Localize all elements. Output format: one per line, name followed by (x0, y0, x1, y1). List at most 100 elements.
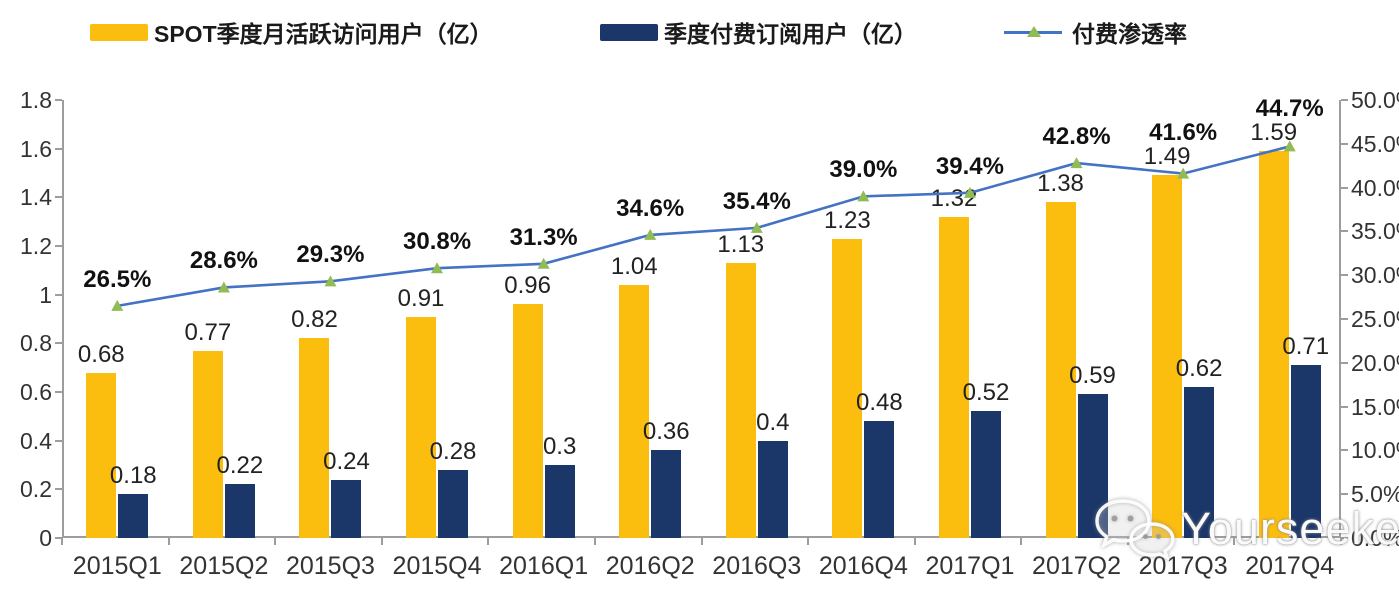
subscribers-bar (757, 440, 788, 538)
wechat-icon (1095, 499, 1175, 560)
right-axis-tick-label: 0.0% (1351, 525, 1399, 551)
mau-value-label: 1.13 (717, 231, 765, 259)
subscribers-value-label: 0.71 (1282, 333, 1330, 361)
legend-item-penetration: 付费渗透率 (1004, 18, 1187, 47)
mau-value-label: 1.04 (610, 252, 658, 280)
subscribers-bar (118, 494, 149, 538)
right-axis-tick (1341, 318, 1348, 320)
subscribers-value-label: 0.18 (109, 462, 157, 490)
subscribers-swatch-icon (600, 23, 658, 41)
subscribers-value-label: 0.59 (1069, 362, 1116, 390)
x-axis-tick (1340, 538, 1342, 545)
subscribers-value-label: 0.62 (1175, 355, 1223, 383)
left-axis-tick-label: 1.2 (20, 233, 52, 259)
x-axis-label: 2017Q2 (1032, 552, 1122, 580)
right-axis-tick-label: 10.0% (1351, 437, 1399, 464)
left-axis-tick-label: 0.4 (20, 427, 52, 454)
left-axis-tick (55, 293, 62, 296)
x-axis-tick (593, 538, 596, 545)
x-axis-label: 2016Q1 (499, 552, 589, 580)
x-axis-tick (487, 538, 490, 545)
right-axis-tick-label: 15.0% (1351, 393, 1399, 420)
x-axis-label: 2016Q3 (712, 552, 802, 580)
right-axis-tick (1341, 186, 1348, 189)
x-axis-tick (61, 538, 63, 545)
right-axis-tick-label: 45.0% (1351, 130, 1399, 157)
left-axis-tick (55, 537, 62, 539)
right-axis-tick (1341, 537, 1348, 539)
right-axis-tick (1341, 99, 1348, 101)
mau-bar (938, 216, 969, 538)
x-axis-tick (274, 538, 277, 545)
x-axis-tick (167, 538, 170, 545)
x-axis-label: 2015Q1 (72, 552, 162, 580)
plot-area (62, 100, 1341, 538)
mau-bar (406, 316, 437, 538)
legend-label-penetration: 付费渗透率 (1072, 21, 1187, 47)
subscribers-bar (864, 421, 895, 538)
right-axis-tick-label: 35.0% (1351, 218, 1399, 245)
left-axis-tick (55, 391, 62, 393)
legend-item-subscribers: 季度付费订阅用户（亿） (600, 18, 917, 47)
x-axis-tick (1020, 538, 1023, 545)
mau-value-label: 1.49 (1143, 143, 1191, 171)
subscribers-bar (651, 450, 682, 538)
mau-bar (619, 284, 650, 538)
right-axis-tick-label: 5.0% (1351, 481, 1399, 508)
penetration-value-label: 44.7% (1255, 95, 1324, 123)
left-axis-tick (55, 439, 62, 442)
left-axis-tick-label: 1.4 (20, 184, 52, 211)
x-axis-label: 2016Q2 (605, 552, 695, 580)
subscribers-value-label: 0.48 (856, 389, 903, 417)
mau-value-label: 0.82 (291, 306, 338, 334)
left-axis-tick (55, 342, 62, 345)
x-axis-tick (700, 538, 703, 545)
left-axis-tick (55, 196, 62, 199)
x-axis-tick (380, 538, 383, 545)
x-axis-label: 2015Q3 (285, 552, 375, 580)
left-axis-tick-label: 0.2 (20, 476, 52, 503)
right-axis-tick-label: 50.0% (1351, 87, 1399, 113)
mau-bar (192, 350, 223, 538)
mau-bar (86, 372, 117, 538)
subscribers-value-label: 0.28 (429, 437, 477, 465)
subscribers-value-label: 0.24 (323, 447, 370, 475)
right-axis-tick (1341, 493, 1348, 496)
right-axis-tick-label: 40.0% (1351, 174, 1399, 201)
subscribers-bar (224, 484, 255, 538)
right-axis-tick (1341, 449, 1348, 452)
right-axis-tick (1341, 142, 1348, 145)
subscribers-bar (331, 479, 362, 538)
left-axis-tick-label: 0.8 (20, 330, 52, 357)
subscribers-bar (1077, 394, 1108, 538)
subscribers-value-label: 0.36 (642, 418, 690, 446)
mau-value-label: 1.59 (1250, 119, 1298, 147)
mau-swatch-icon (90, 23, 148, 41)
mau-bar (725, 263, 756, 538)
x-axis-tick (807, 538, 810, 545)
left-axis-tick (55, 488, 62, 491)
left-axis-tick (55, 245, 62, 247)
x-axis-label: 2017Q4 (1245, 552, 1335, 580)
x-axis-tick (1233, 538, 1236, 545)
x-axis-label: 2016Q4 (818, 552, 908, 580)
watermark-text: Yourseeker (1181, 503, 1399, 554)
subscribers-bar (1184, 387, 1215, 538)
right-axis-tick-label: 25.0% (1351, 306, 1399, 332)
x-axis-label: 2017Q3 (1138, 552, 1228, 580)
line-marker-icon (1004, 24, 1062, 41)
watermark: Yourseeker (1093, 498, 1399, 560)
mau-value-label: 0.91 (397, 284, 445, 312)
legend-label-mau: SPOT季度月活跃访问用户（亿） (154, 21, 493, 47)
legend-item-mau: SPOT季度月活跃访问用户（亿） (90, 18, 493, 47)
right-axis-tick-label: 20.0% (1351, 349, 1399, 376)
right-axis-tick (1341, 405, 1348, 408)
mau-bar (299, 338, 330, 538)
x-axis-tick (913, 538, 916, 545)
x-axis-label: 2017Q1 (925, 552, 1015, 580)
subscribers-value-label: 0.52 (962, 379, 1010, 407)
x-axis-label: 2015Q4 (392, 552, 482, 580)
subscribers-bar (438, 469, 469, 538)
x-axis-label: 2015Q2 (179, 552, 269, 580)
